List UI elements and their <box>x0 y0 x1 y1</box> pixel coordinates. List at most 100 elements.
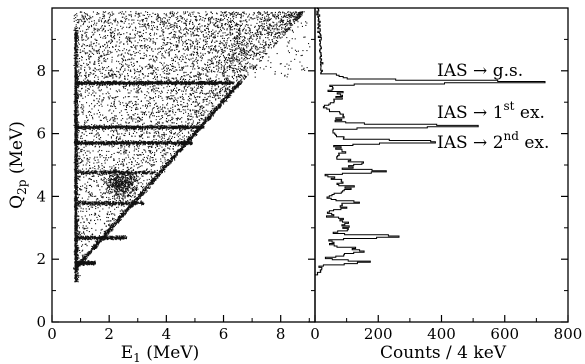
scatter-point <box>96 198 98 200</box>
scatter-point <box>152 29 154 31</box>
scatter-point <box>177 117 179 119</box>
scatter-point <box>280 37 282 39</box>
scatter-point <box>163 77 165 79</box>
scatter-point <box>216 95 218 97</box>
scatter-point <box>239 70 241 72</box>
scatter-point <box>159 24 161 26</box>
scatter-point <box>193 34 195 36</box>
scatter-point <box>116 130 118 132</box>
scatter-point <box>243 67 245 69</box>
scatter-point <box>230 21 232 23</box>
scatter-point <box>190 76 192 78</box>
scatter-point <box>169 110 171 112</box>
scatter-point <box>135 103 137 105</box>
scatter-point <box>253 65 255 67</box>
scatter-point <box>170 129 172 131</box>
scatter-point <box>150 58 152 60</box>
scatter-point <box>190 98 192 100</box>
scatter-point <box>231 46 233 48</box>
scatter-point <box>139 136 141 138</box>
scatter-point <box>241 69 243 71</box>
scatter-point <box>193 26 195 28</box>
scatter-point <box>229 86 231 88</box>
scatter-point <box>93 53 95 55</box>
scatter-point <box>228 75 230 77</box>
scatter-point <box>107 213 109 215</box>
scatter-point <box>257 29 259 31</box>
scatter-point <box>98 135 100 137</box>
scatter-point <box>121 161 123 163</box>
scatter-point <box>182 90 184 92</box>
scatter-point <box>76 85 78 87</box>
scatter-point <box>82 225 84 227</box>
scatter-point <box>77 167 79 169</box>
scatter-point <box>161 76 163 78</box>
scatter-point <box>99 111 101 113</box>
scatter-point <box>236 79 238 81</box>
scatter-point <box>186 74 188 76</box>
scatter-point <box>195 79 197 81</box>
scatter-point <box>80 67 82 69</box>
scatter-point <box>194 97 196 99</box>
scatter-point <box>200 52 202 54</box>
scatter-point <box>231 64 233 66</box>
scatter-point <box>152 42 154 44</box>
scatter-point <box>199 77 201 79</box>
scatter-point <box>250 35 252 37</box>
scatter-point <box>135 45 137 47</box>
scatter-point <box>203 39 205 41</box>
scatter-point <box>199 91 201 93</box>
scatter-point <box>282 20 284 22</box>
scatter-point <box>288 52 290 54</box>
scatter-point <box>259 25 261 27</box>
scatter-point <box>126 18 128 20</box>
scatter-point <box>228 45 230 47</box>
scatter-point <box>244 75 246 77</box>
scatter-point <box>98 89 100 91</box>
scatter-point <box>110 69 112 71</box>
scatter-point <box>255 54 257 56</box>
scatter-point <box>138 79 140 81</box>
scatter-point <box>104 173 106 175</box>
scatter-point <box>111 40 113 42</box>
scatter-point <box>128 23 130 25</box>
scatter-point <box>300 14 302 16</box>
scatter-point <box>168 22 170 24</box>
scatter-point <box>291 29 293 31</box>
scatter-point <box>102 129 104 131</box>
scatter-point <box>177 117 179 119</box>
scatter-point <box>226 47 228 49</box>
scatter-point <box>264 20 266 22</box>
scatter-point <box>189 97 191 99</box>
scatter-point <box>100 229 102 231</box>
scatter-point <box>256 37 258 39</box>
scatter-point <box>151 109 153 111</box>
scatter-point <box>79 200 81 202</box>
scatter-point <box>100 119 102 121</box>
scatter-point <box>166 43 168 45</box>
scatter-point <box>230 94 232 96</box>
scatter-point <box>212 32 214 34</box>
scatter-point <box>288 64 290 66</box>
scatter-point <box>137 51 139 53</box>
scatter-point <box>94 219 96 221</box>
scatter-point <box>97 87 99 89</box>
scatter-point <box>152 182 154 184</box>
scatter-point <box>136 108 138 110</box>
scatter-point <box>185 105 187 107</box>
scatter-point <box>139 39 141 41</box>
scatter-point <box>120 119 122 121</box>
scatter-point <box>199 96 201 98</box>
scatter-point <box>205 11 207 13</box>
scatter-point <box>233 65 235 67</box>
scatter-point <box>142 33 144 35</box>
scatter-point <box>134 26 136 28</box>
scatter-point <box>168 80 170 82</box>
scatter-point <box>208 31 210 33</box>
scatter-point <box>142 124 144 126</box>
scatter-point <box>88 193 90 195</box>
scatter-point <box>152 38 154 40</box>
scatter-point <box>111 61 113 63</box>
scatter-point <box>113 220 115 222</box>
scatter-point <box>256 32 258 34</box>
